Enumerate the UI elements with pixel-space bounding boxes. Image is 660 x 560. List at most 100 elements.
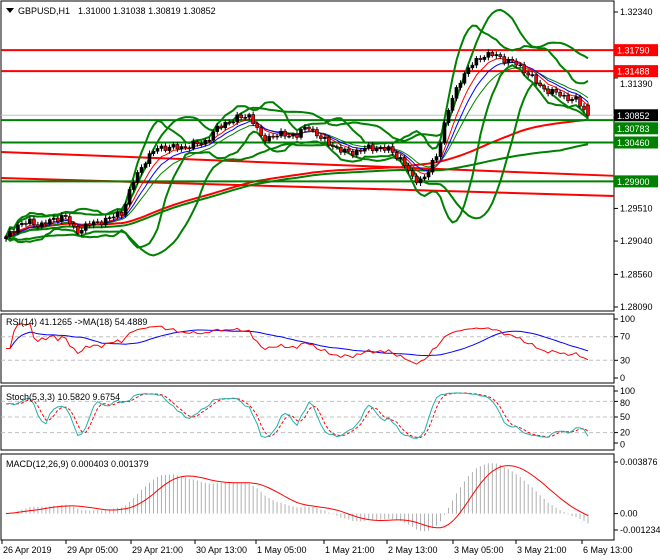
- indicator-axes: 100 70 30 0 100 80 50 20 0 0.003876 0.00 -0.001234: [614, 314, 660, 535]
- candle-body: [382, 147, 387, 151]
- candle-body: [458, 82, 463, 88]
- candle-body: [522, 64, 527, 74]
- candle-body: [52, 217, 56, 220]
- candle-body: [111, 216, 116, 219]
- candle-body: [56, 217, 60, 222]
- y-tick-label: 1.31390: [620, 79, 653, 89]
- y-tick-label: 20: [620, 428, 630, 438]
- x-tick-label: 1 May 05:00: [257, 545, 307, 555]
- bollinger-fast-upper: [5, 24, 589, 237]
- candle-body: [450, 97, 455, 111]
- candle-body: [167, 146, 172, 151]
- candle-body: [203, 139, 208, 145]
- candle-body: [410, 170, 415, 177]
- candle-body: [175, 144, 180, 150]
- candle-body: [402, 157, 407, 167]
- candle-body: [191, 141, 196, 149]
- candle-body: [446, 109, 451, 123]
- y-tick-label: 1.28090: [620, 302, 653, 312]
- price-axis: 1.32340 1.31790 1.31488 1.31390 1.30852 1.307…: [614, 7, 658, 312]
- candle-body: [502, 56, 507, 64]
- y-tick-label: 100: [620, 386, 635, 396]
- candle-body: [390, 146, 395, 153]
- candle-body: [275, 135, 279, 138]
- price-tag: [614, 65, 658, 78]
- candle-body: [131, 181, 136, 190]
- x-tick-label: 6 May 13:00: [583, 545, 633, 555]
- main-price-panel[interactable]: GBPUSD,H1 1.31000 1.31038 1.30819 1.3085…: [0, 0, 615, 312]
- candle-body: [339, 146, 343, 153]
- candle-body: [171, 144, 176, 148]
- candle-body: [32, 218, 36, 226]
- candle-body: [506, 58, 511, 64]
- ohlc-readout: 1.31000 1.31038 1.30819 1.30852: [78, 6, 216, 16]
- collapse-triangle-icon[interactable]: [6, 8, 14, 13]
- candle-body: [378, 147, 383, 150]
- x-tick-label: 1 May 21:00: [325, 545, 375, 555]
- y-tick-label: 100: [620, 314, 635, 324]
- rsi-panel[interactable]: RSI(14) 41.1265 ->MA(18) 54.4889: [0, 313, 615, 384]
- candle-body: [207, 139, 212, 142]
- rsi-panel-frame: [0, 313, 615, 384]
- candle-body: [307, 126, 311, 130]
- candle-body: [351, 150, 355, 156]
- candle-body: [398, 157, 403, 159]
- candle-body: [48, 219, 52, 225]
- candle-body: [179, 146, 184, 150]
- y-tick-label: 70: [620, 332, 630, 342]
- bollinger-lower: [5, 82, 589, 257]
- macd-panel[interactable]: MACD(12,26,9) 0.000403 0.001379: [0, 453, 615, 541]
- candle-body: [566, 94, 570, 102]
- candle-body: [279, 130, 283, 137]
- candle-body: [63, 214, 68, 217]
- candle-body: [534, 74, 538, 84]
- candle-body: [466, 67, 471, 74]
- candle-body: [582, 105, 586, 110]
- candle-body: [247, 114, 251, 118]
- candle-body: [103, 217, 108, 226]
- candle-body: [474, 58, 479, 66]
- candle-body: [227, 122, 232, 124]
- candle-body: [434, 156, 439, 161]
- candle-body: [354, 150, 359, 156]
- candle-body: [199, 143, 204, 146]
- candle-body: [259, 127, 263, 136]
- candle-body: [215, 125, 220, 132]
- candle-body: [366, 144, 371, 149]
- candle-body: [155, 148, 160, 152]
- candle-body: [115, 211, 120, 218]
- symbol-label: GBPUSD,H1: [18, 6, 70, 16]
- candle-body: [514, 60, 519, 66]
- candle-body: [494, 54, 499, 57]
- candle-body: [422, 176, 427, 180]
- candle-body: [60, 214, 64, 222]
- candle-body: [526, 72, 531, 76]
- candle-body: [147, 153, 152, 164]
- time-axis: 26 Apr 2019 29 Apr 05:00 29 Apr 21:00 30 Ap…: [1, 540, 633, 555]
- stoch-panel[interactable]: Stoch(5,3,3) 10.5820 9.6754: [0, 385, 615, 451]
- candle-body: [478, 58, 483, 60]
- candle-body: [135, 172, 140, 183]
- candle-body: [370, 144, 375, 152]
- trend-line: [0, 151, 615, 177]
- candle-body: [482, 56, 487, 60]
- price-tag: [614, 136, 658, 149]
- y-tick-label: 1.29510: [620, 203, 653, 213]
- price-tag: [614, 122, 658, 135]
- price-tag: [614, 44, 658, 57]
- candle-body: [470, 64, 475, 69]
- candle-body: [219, 125, 224, 129]
- candle-body: [143, 163, 148, 168]
- candle-body: [243, 117, 247, 119]
- candle-body: [510, 58, 515, 62]
- candle-body: [151, 150, 156, 154]
- candle-body: [12, 230, 16, 233]
- candle-body: [40, 222, 44, 227]
- y-tick-label: 1.32340: [620, 7, 653, 17]
- candle-body: [311, 128, 315, 131]
- candle-body: [295, 134, 299, 138]
- candle-body: [323, 136, 327, 139]
- x-tick-label: 2 May 13:00: [388, 545, 438, 555]
- candle-body: [163, 145, 168, 151]
